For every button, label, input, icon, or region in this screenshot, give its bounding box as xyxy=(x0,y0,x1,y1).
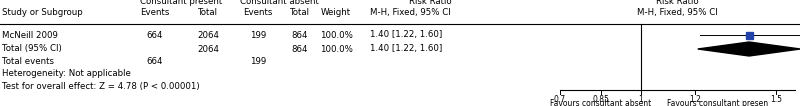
Text: 2064: 2064 xyxy=(197,45,219,54)
Text: Consultant present: Consultant present xyxy=(140,0,222,6)
Text: 864: 864 xyxy=(292,31,308,40)
Text: Events: Events xyxy=(243,8,273,17)
Text: 199: 199 xyxy=(250,57,266,66)
Text: Total events: Total events xyxy=(2,57,54,66)
Text: 1.2: 1.2 xyxy=(689,95,701,103)
Text: 1.5: 1.5 xyxy=(770,95,782,103)
Text: Events: Events xyxy=(140,8,170,17)
Text: Total: Total xyxy=(198,8,218,17)
Text: 664: 664 xyxy=(146,57,163,66)
Text: McNeill 2009: McNeill 2009 xyxy=(2,31,58,40)
Text: Heterogeneity: Not applicable: Heterogeneity: Not applicable xyxy=(2,70,131,79)
Text: Weight: Weight xyxy=(321,8,351,17)
Text: M-H, Fixed, 95% CI: M-H, Fixed, 95% CI xyxy=(637,8,718,17)
Text: Favours consultant absent: Favours consultant absent xyxy=(550,99,651,106)
Text: Study or Subgroup: Study or Subgroup xyxy=(2,8,82,17)
Text: 1: 1 xyxy=(638,95,643,103)
Text: Total (95% CI): Total (95% CI) xyxy=(2,45,62,54)
Text: Risk Ratio: Risk Ratio xyxy=(409,0,451,6)
Text: 0.85: 0.85 xyxy=(592,95,609,103)
Text: M-H, Fixed, 95% CI: M-H, Fixed, 95% CI xyxy=(370,8,450,17)
Bar xyxy=(746,31,753,38)
Text: Risk Ratio: Risk Ratio xyxy=(656,0,699,6)
Text: 664: 664 xyxy=(146,31,163,40)
Text: Consultant absent: Consultant absent xyxy=(239,0,318,6)
Text: Favours consultant presen: Favours consultant presen xyxy=(667,99,769,106)
Text: 1.40 [1.22, 1.60]: 1.40 [1.22, 1.60] xyxy=(370,45,442,54)
Text: 199: 199 xyxy=(250,31,266,40)
Polygon shape xyxy=(698,42,800,56)
Text: 864: 864 xyxy=(292,45,308,54)
Text: 1.40 [1.22, 1.60]: 1.40 [1.22, 1.60] xyxy=(370,31,442,40)
Text: 100.0%: 100.0% xyxy=(319,45,353,54)
Text: Test for overall effect: Z = 4.78 (P < 0.00001): Test for overall effect: Z = 4.78 (P < 0… xyxy=(2,82,200,91)
Text: 100.0%: 100.0% xyxy=(319,31,353,40)
Text: Total: Total xyxy=(290,8,310,17)
Text: 2064: 2064 xyxy=(197,31,219,40)
Text: 0.7: 0.7 xyxy=(554,95,566,103)
